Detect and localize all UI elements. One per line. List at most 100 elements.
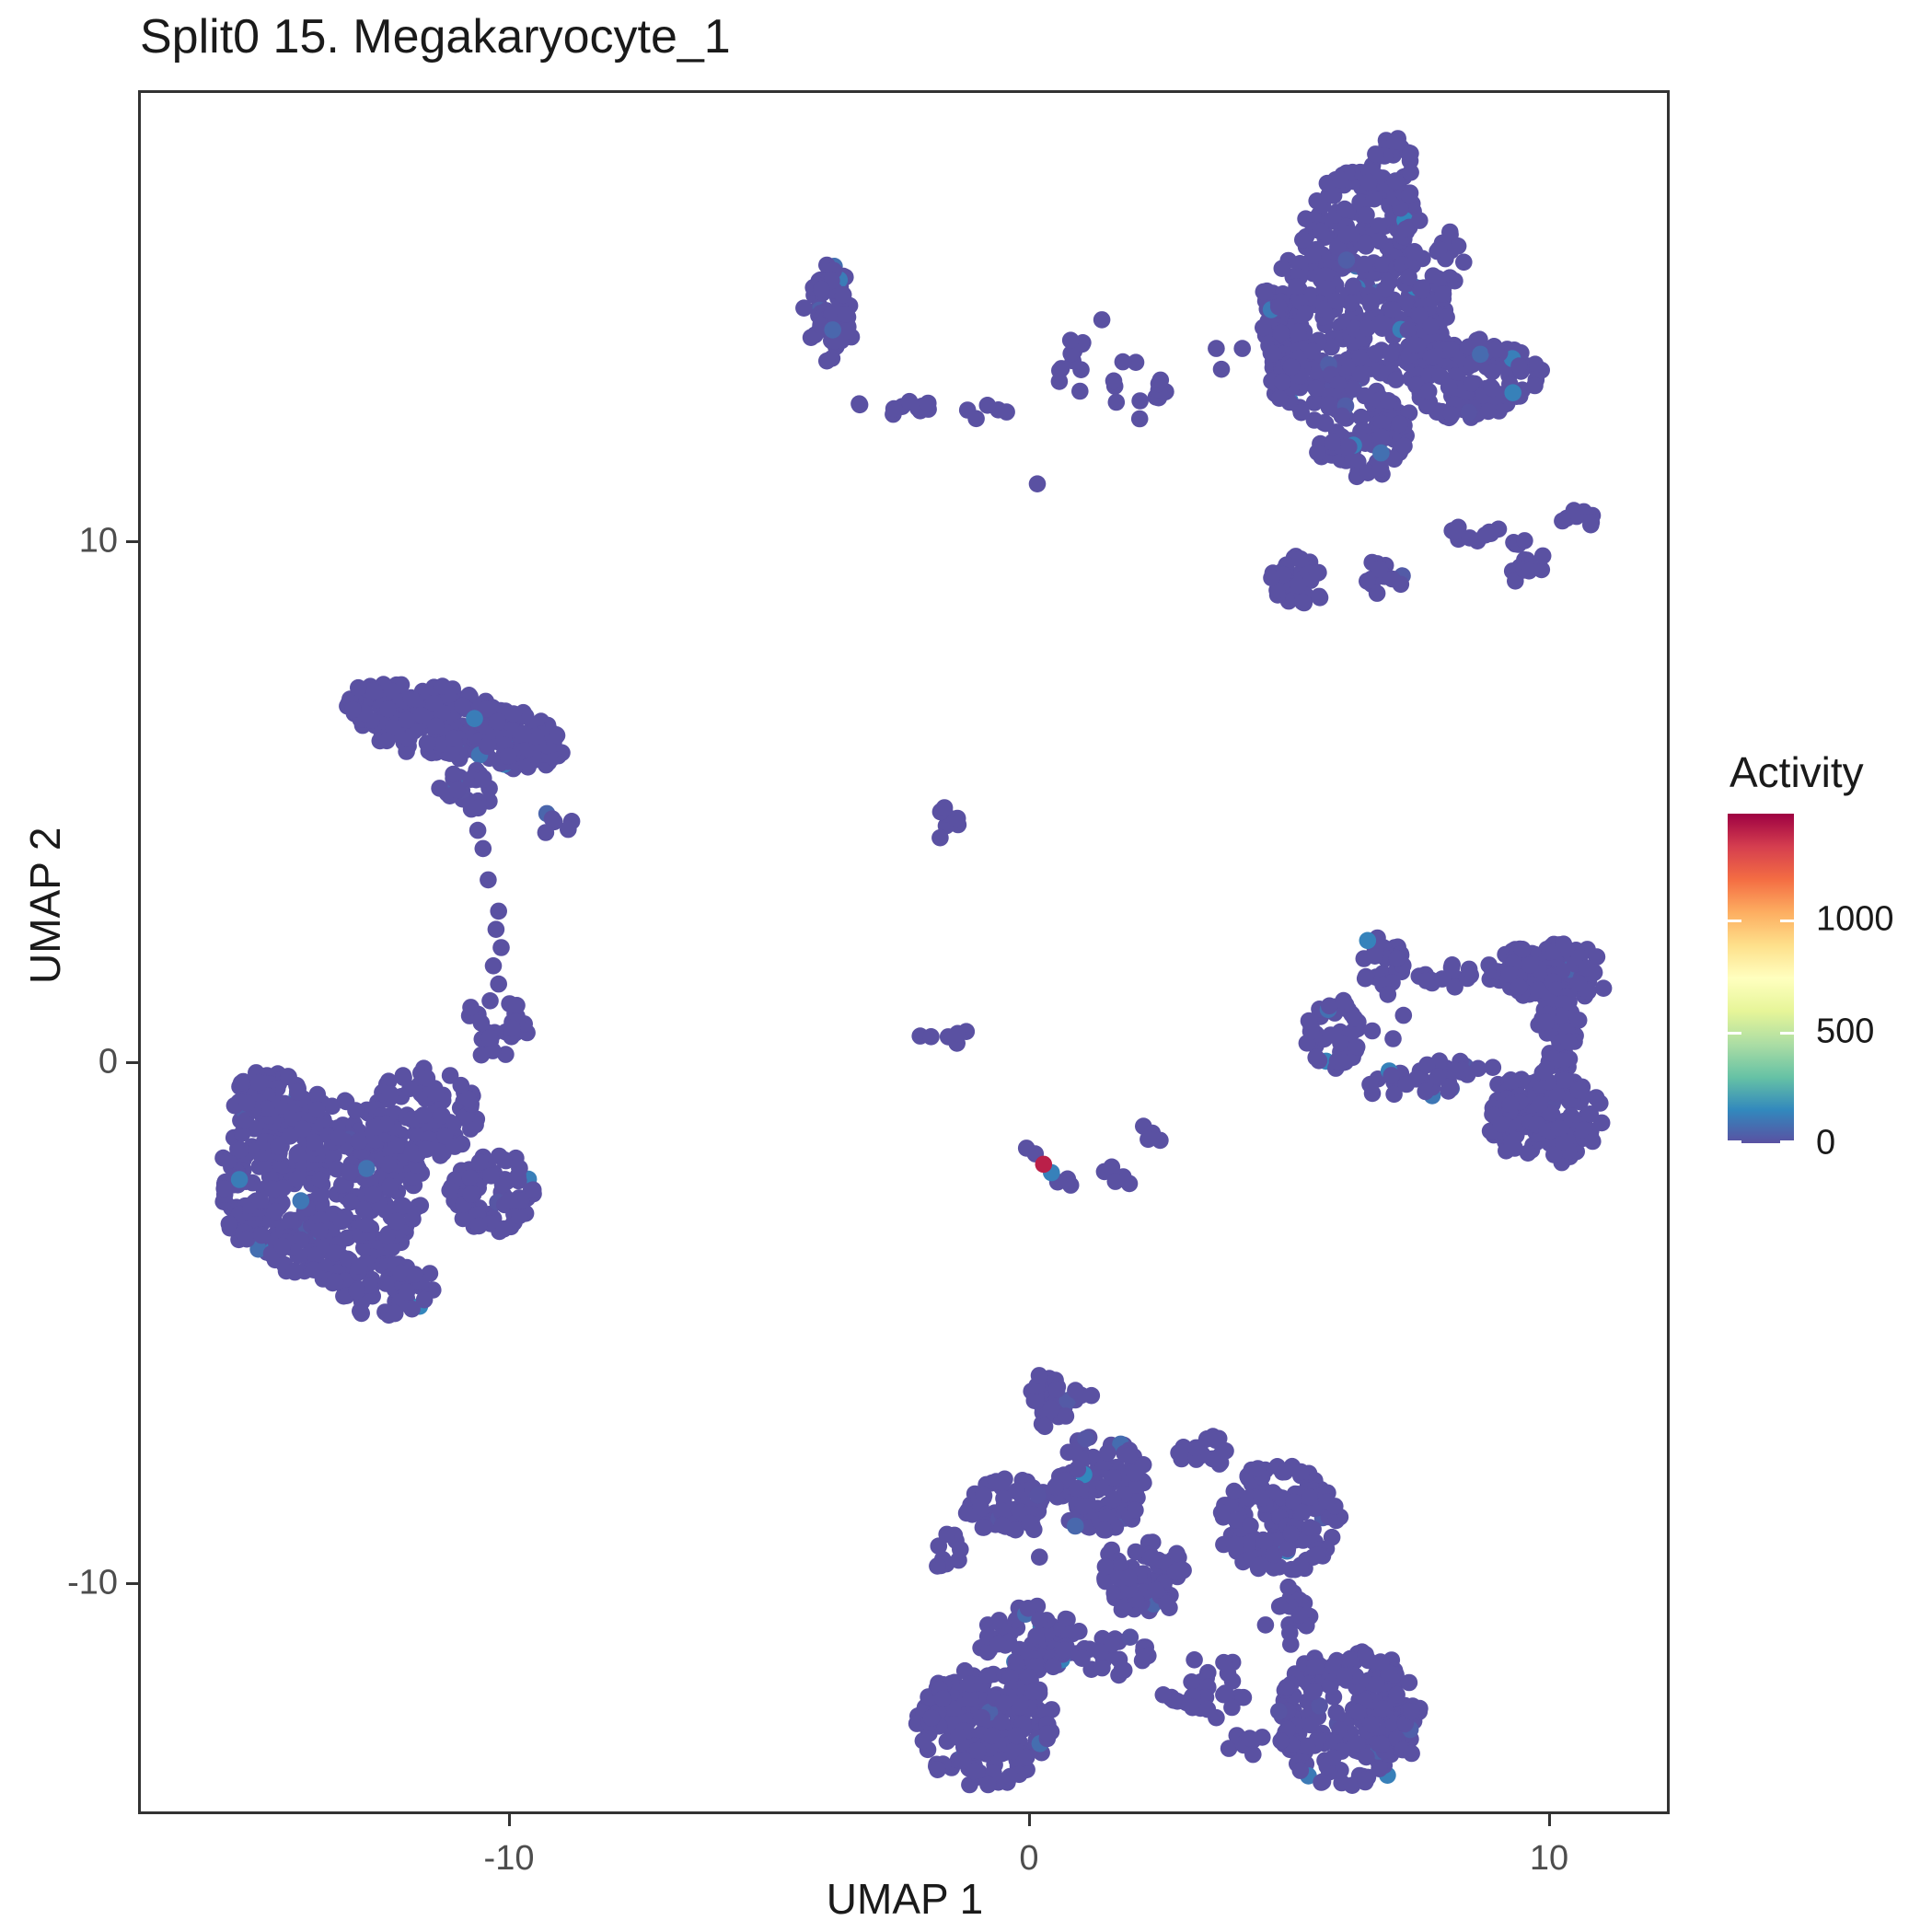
data-point xyxy=(1371,460,1390,478)
data-point xyxy=(310,1222,329,1240)
data-point xyxy=(1119,1447,1138,1464)
data-point xyxy=(273,1237,292,1255)
data-point xyxy=(332,1212,351,1231)
data-point xyxy=(1359,931,1377,950)
data-point xyxy=(1047,1381,1066,1398)
data-point xyxy=(1234,1688,1253,1706)
data-point xyxy=(253,1226,271,1244)
data-point xyxy=(968,1741,987,1760)
data-point xyxy=(1057,1407,1075,1425)
data-point xyxy=(1223,1698,1241,1717)
data-point xyxy=(1140,1647,1157,1665)
data-point xyxy=(462,999,480,1016)
data-point xyxy=(1300,1012,1318,1030)
data-point xyxy=(411,707,430,724)
data-point xyxy=(472,1046,491,1064)
activity-legend: Activity 0 500 1000 xyxy=(1728,747,1930,1163)
data-point xyxy=(967,410,985,428)
data-point xyxy=(443,744,460,762)
data-point xyxy=(1503,1072,1521,1090)
data-point xyxy=(1276,1463,1294,1481)
data-point xyxy=(1240,1489,1258,1507)
data-point xyxy=(1510,357,1528,375)
data-point xyxy=(1513,941,1532,958)
data-point xyxy=(427,717,445,735)
data-point xyxy=(1434,285,1452,303)
data-point xyxy=(462,1186,480,1203)
data-point xyxy=(330,1128,348,1147)
data-point xyxy=(1396,294,1415,312)
data-point xyxy=(1582,514,1601,531)
data-point xyxy=(1027,1391,1045,1408)
data-point xyxy=(1288,278,1305,295)
x-tick-label: -10 xyxy=(483,1839,535,1878)
data-point xyxy=(311,1171,329,1189)
x-tick-mark xyxy=(1027,1814,1031,1826)
data-point xyxy=(1304,247,1322,264)
data-point xyxy=(1212,360,1231,378)
data-point xyxy=(1403,1703,1420,1720)
data-point xyxy=(560,820,577,839)
data-point xyxy=(993,1516,1012,1534)
data-point xyxy=(1291,255,1309,272)
data-point xyxy=(1529,981,1547,999)
data-point xyxy=(1591,1094,1609,1112)
legend-tick-mark xyxy=(1780,920,1794,923)
data-point xyxy=(1400,1673,1418,1692)
data-point xyxy=(353,1304,371,1323)
data-point xyxy=(1154,1686,1173,1704)
data-point xyxy=(1099,1444,1116,1462)
data-point xyxy=(1255,283,1273,301)
data-point xyxy=(1382,1067,1400,1084)
legend-title: Activity xyxy=(1730,748,1864,796)
data-point xyxy=(1096,1557,1115,1576)
data-point xyxy=(378,1227,396,1245)
data-point xyxy=(288,1145,307,1163)
data-point xyxy=(1256,1616,1275,1634)
data-point xyxy=(1204,1428,1222,1445)
data-point xyxy=(1324,434,1341,451)
data-point xyxy=(1216,1684,1234,1702)
data-point xyxy=(492,939,510,956)
data-point xyxy=(1301,1716,1320,1734)
data-point xyxy=(474,839,492,858)
data-point xyxy=(445,765,462,783)
data-point xyxy=(1327,292,1345,310)
data-point xyxy=(326,1244,344,1262)
data-point xyxy=(1397,220,1415,238)
data-point xyxy=(1029,1487,1047,1504)
data-point xyxy=(365,682,383,700)
data-point xyxy=(220,1151,237,1170)
data-point xyxy=(263,1180,282,1197)
data-point xyxy=(1413,280,1431,298)
data-point xyxy=(388,1212,406,1231)
data-point xyxy=(1332,1034,1349,1052)
data-point xyxy=(1105,372,1123,390)
data-point xyxy=(1329,376,1348,394)
legend-tick-mark xyxy=(1780,1031,1794,1035)
data-point xyxy=(1264,344,1282,363)
data-point xyxy=(1225,1482,1244,1500)
y-tick-label: 0 xyxy=(98,1042,118,1082)
data-point xyxy=(1309,1546,1326,1564)
data-point xyxy=(1336,200,1354,218)
data-point xyxy=(323,1097,341,1116)
data-point xyxy=(452,1076,470,1094)
data-point xyxy=(386,1304,404,1323)
data-point xyxy=(1535,1063,1553,1081)
data-point xyxy=(1460,960,1478,978)
data-point xyxy=(1362,293,1380,311)
data-point xyxy=(1553,1052,1571,1070)
data-point xyxy=(1503,1133,1521,1151)
legend-tick-mark xyxy=(1728,1031,1741,1035)
data-point xyxy=(1312,222,1330,240)
data-point xyxy=(834,285,852,304)
data-point xyxy=(543,810,561,827)
data-point xyxy=(1282,1525,1300,1543)
data-point xyxy=(1367,145,1384,163)
data-point xyxy=(1215,1653,1232,1672)
data-point xyxy=(469,799,487,817)
data-point xyxy=(333,1176,351,1194)
data-point xyxy=(813,280,830,298)
data-point xyxy=(1501,1095,1520,1113)
